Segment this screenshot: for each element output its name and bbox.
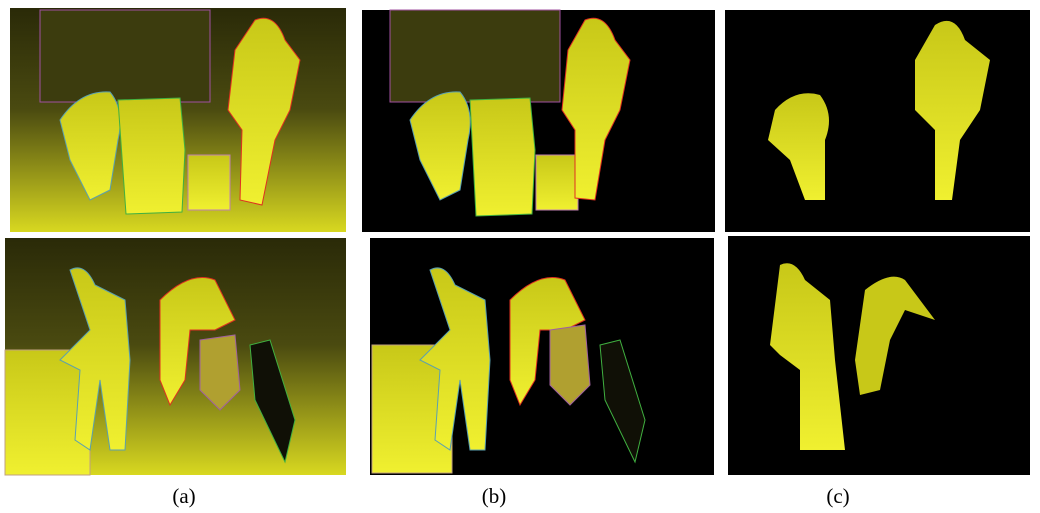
caption: (b) xyxy=(482,484,507,508)
image-a-top xyxy=(10,8,346,232)
image-c-bottom xyxy=(728,236,1030,475)
image-b-top xyxy=(362,10,715,232)
caption: (c) xyxy=(826,484,849,508)
image-c-top xyxy=(725,10,1030,232)
image-b-bottom xyxy=(370,238,714,475)
figure: (a) (b) (c) xyxy=(0,0,1040,513)
caption: (a) xyxy=(172,484,195,508)
image-a-bottom xyxy=(5,238,346,475)
